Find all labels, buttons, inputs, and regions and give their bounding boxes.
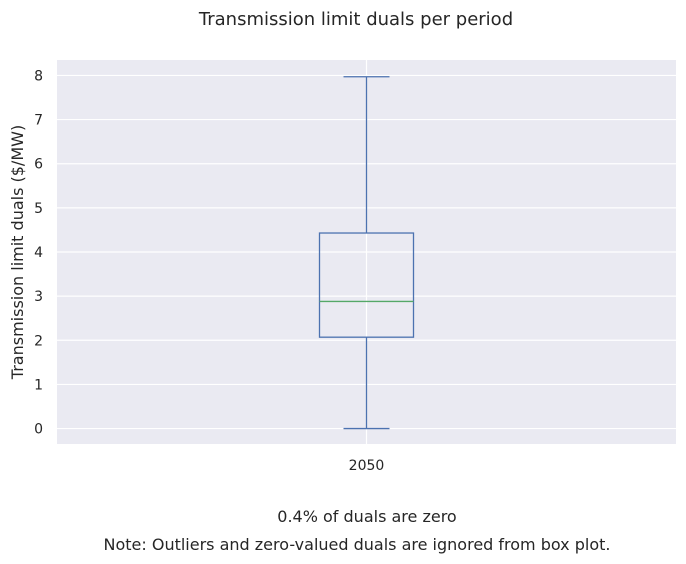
chart-title: Transmission limit duals per period (198, 9, 513, 30)
y-tick-labels: 0 1 2 3 4 5 6 7 8 (34, 68, 43, 437)
y-tick-label: 8 (34, 68, 43, 84)
y-tick-label: 5 (34, 201, 43, 217)
y-tick-label: 0 (34, 422, 43, 438)
y-tick-label: 1 (34, 377, 43, 393)
x-tick-label: 2050 (349, 458, 385, 474)
y-axis-label: Transmission limit duals ($/MW) (8, 125, 27, 380)
y-tick-label: 2 (34, 333, 43, 349)
y-tick-label: 3 (34, 289, 43, 305)
outliers-note: Note: Outliers and zero-valued duals are… (104, 535, 611, 554)
y-tick-label: 4 (34, 245, 43, 261)
x-tick-labels: 2050 (349, 458, 385, 474)
y-tick-label: 6 (34, 157, 43, 173)
y-tick-label: 7 (34, 113, 43, 129)
zero-duals-note: 0.4% of duals are zero (277, 507, 456, 526)
